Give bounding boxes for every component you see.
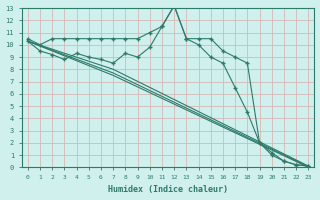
- X-axis label: Humidex (Indice chaleur): Humidex (Indice chaleur): [108, 185, 228, 194]
